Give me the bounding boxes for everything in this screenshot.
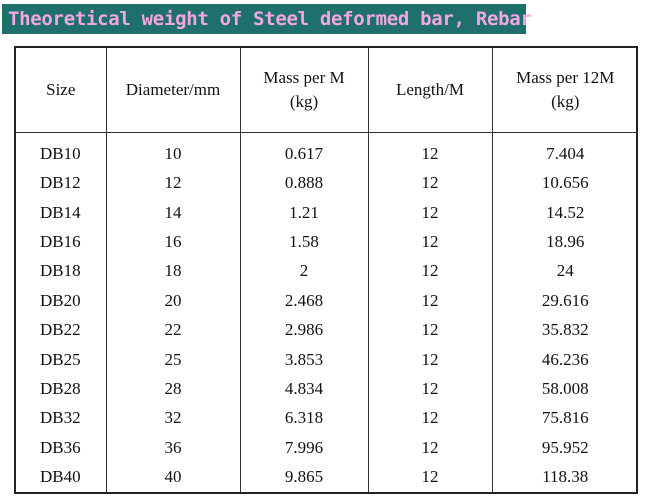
cell-length: 12	[368, 344, 493, 375]
cell-mass-per-m: 2.468	[240, 286, 369, 316]
table-row: DB18 18 2 12 24	[16, 256, 638, 287]
header-length: Length/M	[368, 48, 493, 133]
header-length-label: Length/M	[396, 80, 464, 99]
cell-mass-per-12m: 95.952	[541, 437, 589, 457]
cell-size: DB32	[16, 403, 107, 434]
cell-mass-per-12m: 29.616	[541, 290, 589, 310]
table-row: DB10 10 0.617 12 7.404	[16, 132, 638, 169]
table-row: DB25 25 3.853 12 46.236	[16, 344, 638, 375]
table-header-row: Size Diameter/mm Mass per M (kg) Length/M…	[16, 48, 638, 133]
cell-mass-per-m: 0.888	[240, 168, 369, 198]
cell-mass-per-12m: 75.816	[541, 408, 589, 428]
cell-diameter: 14	[106, 197, 241, 228]
rebar-weight-table: Size Diameter/mm Mass per M (kg) Length/M…	[16, 48, 638, 492]
cell-diameter: 20	[106, 286, 241, 316]
cell-length: 12	[368, 315, 493, 345]
cell-mass-per-m: 9.865	[240, 462, 369, 492]
table-row: DB14 14 1.21 12 14.52	[16, 197, 638, 228]
cell-size: DB12	[16, 168, 107, 198]
table-row: DB22 22 2.986 12 35.832	[16, 315, 638, 345]
cell-length: 12	[368, 227, 493, 257]
cell-size: DB10	[16, 132, 107, 169]
header-size: Size	[16, 48, 107, 133]
header-mass-per-12m-unit: (kg)	[551, 92, 580, 111]
cell-diameter: 40	[106, 462, 241, 492]
page-title: Theoretical weight of Steel deformed bar…	[2, 4, 532, 34]
cell-length: 12	[368, 374, 493, 404]
cell-size: DB14	[16, 197, 107, 228]
cell-mass-per-12m: 46.236	[541, 349, 589, 369]
cell-mass-per-12m: 10.656	[541, 173, 589, 193]
cell-size: DB28	[16, 374, 107, 404]
cell-length: 12	[368, 462, 493, 492]
cell-length: 12	[368, 286, 493, 316]
table-row: DB40 40 9.865 12 118.38	[16, 462, 638, 492]
cell-mass-per-m: 0.617	[240, 132, 369, 169]
cell-size: DB40	[16, 462, 107, 492]
cell-mass-per-12m: 118.38	[542, 467, 589, 487]
table-body: DB10 10 0.617 12 7.404 DB12 12 0.888 12 10.656 DB1…	[16, 132, 638, 492]
cell-size: DB36	[16, 433, 107, 463]
header-diameter: Diameter/mm	[106, 48, 241, 133]
cell-diameter: 28	[106, 374, 241, 404]
cell-mass-per-12m: 58.008	[541, 379, 589, 399]
table-row: DB36 36 7.996 12 95.952	[16, 433, 638, 463]
table-row: DB20 20 2.468 12 29.616	[16, 286, 638, 316]
cell-diameter: 32	[106, 403, 241, 434]
cell-mass-per-m: 6.318	[240, 403, 369, 434]
cell-size: DB18	[16, 256, 107, 287]
cell-mass-per-12m: 24	[556, 261, 574, 281]
cell-length: 12	[368, 168, 493, 198]
header-mass-per-m-unit: (kg)	[289, 92, 319, 111]
cell-length: 12	[368, 433, 493, 463]
cell-length: 12	[368, 403, 493, 434]
table-row: DB16 16 1.58 12 18.96	[16, 227, 638, 257]
cell-mass-per-m: 2.986	[240, 315, 369, 345]
cell-diameter: 18	[106, 256, 241, 287]
cell-mass-per-m: 2	[240, 256, 369, 287]
cell-diameter: 22	[106, 315, 241, 345]
table-row: DB12 12 0.888 12 10.656	[16, 168, 638, 198]
cell-mass-per-m: 1.58	[240, 227, 369, 257]
cell-mass-per-12m: 18.96	[546, 232, 585, 252]
cell-diameter: 10	[106, 132, 241, 169]
cell-size: DB25	[16, 344, 107, 375]
cell-mass-per-m: 4.834	[240, 374, 369, 404]
cell-length: 12	[368, 132, 493, 169]
cell-size: DB22	[16, 315, 107, 345]
cell-mass-per-12m: 35.832	[541, 320, 589, 340]
header-mass-per-12m: Mass per 12M (kg)	[492, 48, 638, 133]
header-diameter-label: Diameter/mm	[125, 80, 221, 99]
cell-mass-per-m: 3.853	[240, 344, 369, 375]
header-mass-per-m: Mass per M (kg)	[240, 48, 369, 133]
rebar-weight-table-frame: Size Diameter/mm Mass per M (kg) Length/M…	[14, 46, 638, 494]
cell-diameter: 12	[106, 168, 241, 198]
table-row: DB28 28 4.834 12 58.008	[16, 374, 638, 404]
cell-size: DB16	[16, 227, 107, 257]
header-mass-per-12m-label: Mass per 12M	[516, 68, 615, 87]
cell-length: 12	[368, 256, 493, 287]
table-row: DB32 32 6.318 12 75.816	[16, 403, 638, 434]
cell-mass-per-12m: 7.404	[546, 143, 585, 163]
cell-diameter: 36	[106, 433, 241, 463]
cell-mass-per-m: 1.21	[240, 197, 369, 228]
cell-size: DB20	[16, 286, 107, 316]
cell-length: 12	[368, 197, 493, 228]
cell-mass-per-12m: 14.52	[546, 202, 585, 222]
header-size-label: Size	[46, 80, 76, 99]
cell-diameter: 25	[106, 344, 241, 375]
cell-diameter: 16	[106, 227, 241, 257]
cell-mass-per-m: 7.996	[240, 433, 369, 463]
header-mass-per-m-label: Mass per M	[263, 68, 345, 87]
